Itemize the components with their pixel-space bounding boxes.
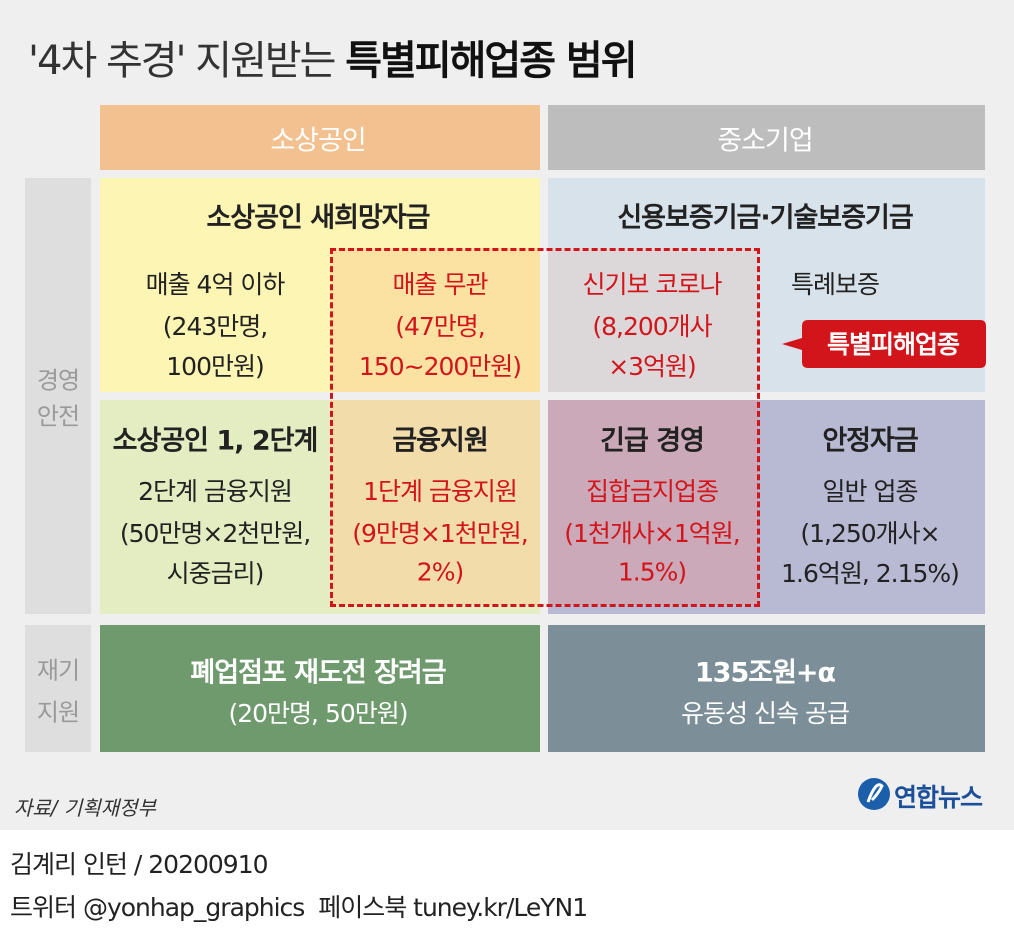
- cell-title: 폐업점포 재도전 장려금: [190, 657, 446, 689]
- cell-text: (8,200개사: [592, 312, 712, 341]
- cell-title: 안정자금: [822, 425, 918, 457]
- title: '4차 추경' 지원받는 특별피해업종 범위: [28, 28, 638, 86]
- cell-title: 금융지원: [392, 425, 488, 457]
- cell: [548, 625, 985, 752]
- cell-title: 신용보증기금·기술보증기금: [617, 202, 913, 234]
- cell-text: 1.6억원, 2.15%): [781, 559, 960, 588]
- cell-title: 135조원+α: [694, 657, 836, 689]
- cell-text: (1,250개사×: [800, 519, 940, 548]
- column-header: 소상공인: [270, 125, 366, 157]
- cell-text: 특례보증: [790, 270, 880, 299]
- row-label-bg: [25, 178, 91, 614]
- row-label: 경영: [36, 366, 80, 395]
- cell-text: 신기보 코로나: [582, 270, 723, 299]
- cell-title: 소상공인 새희망자금: [206, 202, 431, 234]
- row-label: 지원: [36, 698, 80, 727]
- cell-text: ×3억원): [608, 352, 697, 381]
- cell-text: 매출 4억 이하: [145, 270, 286, 299]
- cell-title: 긴급 경영: [600, 425, 705, 457]
- overlap: [548, 248, 758, 392]
- row-label: 재기: [36, 656, 80, 685]
- source: 자료/ 기획재정부: [14, 796, 156, 820]
- special-range: [330, 248, 760, 607]
- cell-text: (9만명×1천만원,: [352, 519, 528, 548]
- credit: 김계리 인턴 / 20200910: [10, 850, 269, 879]
- row-label: 안전: [36, 402, 80, 431]
- column-header: 중소기업: [717, 125, 813, 157]
- row-label-bg: [25, 625, 91, 752]
- cell-title: 소상공인 1, 2단계: [112, 425, 319, 457]
- cell-text: (1천개사×1억원,: [564, 519, 740, 548]
- overlap: [548, 400, 758, 605]
- badge-shape: [782, 320, 986, 368]
- cell-text: 150~200만원): [358, 352, 522, 381]
- badge: 특별피해업종: [826, 330, 960, 359]
- title-prefix: '4차 추경' 지원받는: [28, 38, 336, 84]
- cell-text: 시중금리): [166, 559, 265, 588]
- cell-text: 집합금지업종: [585, 477, 719, 506]
- cell-text: 1단계 금융지원: [363, 477, 518, 506]
- cell: [100, 625, 540, 752]
- social: 트위터 @yonhap_graphics 페이스북 tuney.kr/LeYN1: [10, 893, 588, 922]
- cell-text: 100만원): [166, 352, 264, 381]
- cell-text: 유동성 신속 공급: [681, 699, 850, 728]
- cell-text: 2단계 금융지원: [138, 477, 293, 506]
- cell-text: 일반 업종: [822, 477, 919, 506]
- cell-text: 1.5%): [617, 557, 687, 587]
- overlap: [330, 248, 540, 392]
- overlap: [330, 400, 540, 605]
- cell-text: (50만명×2천만원,: [119, 519, 311, 548]
- column-header-bg: [100, 105, 540, 170]
- infographic: '4차 추경' 지원받는 특별피해업종 범위 소상공인 중소기업 경영 안전 재…: [0, 0, 1014, 830]
- cell-text: (20만명, 50만원): [228, 699, 408, 728]
- cell-text: (243만명,: [162, 312, 268, 341]
- title-emphasis: 특별피해업종 범위: [345, 38, 637, 84]
- logo: 연합뉴스: [894, 783, 983, 812]
- column-header-bg: [548, 105, 985, 170]
- cell-text: 매출 무관: [392, 270, 489, 299]
- logo-mark: [858, 778, 890, 810]
- cell-text: 2%): [416, 557, 464, 587]
- cell-text: (47만명,: [395, 312, 486, 341]
